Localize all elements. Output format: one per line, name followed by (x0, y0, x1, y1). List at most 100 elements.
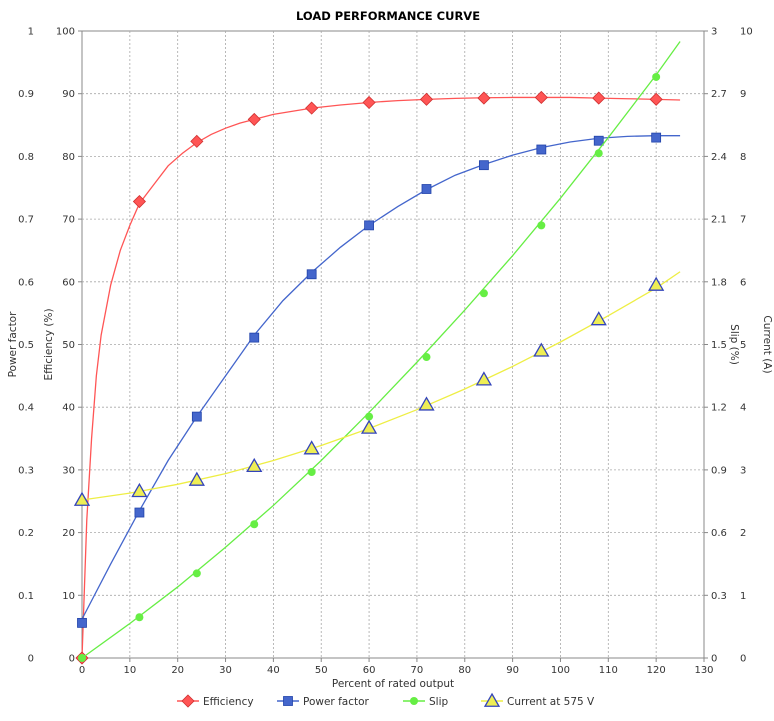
data-point-efficiency (190, 134, 204, 148)
y-tick-label-current-a: 0 (740, 654, 746, 665)
y-tick-label-slip: 1.5 (711, 340, 727, 351)
y-tick-label-power-factor: 0.6 (18, 277, 34, 288)
y-tick-label-slip: 2.1 (711, 215, 727, 226)
legend-item-current-at-575-v: Current at 575 V (481, 692, 595, 708)
data-point-power-factor (364, 220, 374, 231)
y-tick-label-slip: 0.3 (711, 591, 727, 602)
x-tick-label: 100 (551, 665, 570, 676)
x-tick-label: 0 (79, 665, 85, 676)
y-tick-label-current-a: 6 (740, 277, 746, 288)
y-tick-label-efficiency: 100 (56, 27, 75, 38)
y-tick-label-efficiency: 60 (62, 277, 75, 288)
y-tick-label-power-factor: 0.4 (18, 403, 34, 414)
data-point-slip (307, 467, 316, 476)
data-point-power-factor (536, 144, 547, 155)
legend-label: Power factor (303, 696, 370, 708)
y-tick-label-current-a: 4 (740, 403, 746, 414)
x-tick-label: 40 (267, 665, 280, 676)
series-efficiency (75, 90, 681, 665)
x-tick-label: 20 (171, 665, 184, 676)
x-tick-label: 110 (599, 665, 618, 676)
series-current-at-575-v (73, 271, 681, 506)
data-point-power-factor (249, 332, 260, 343)
data-point-slip (365, 412, 374, 421)
data-point-efficiency (534, 90, 548, 105)
y-tick-label-efficiency: 0 (69, 654, 75, 665)
y-tick-label-power-factor: 0.9 (18, 89, 34, 100)
legend-label: Slip (429, 696, 448, 708)
x-tick-label: 120 (647, 665, 666, 676)
data-point-current-at-575-v (360, 419, 378, 434)
y-tick-label-efficiency: 30 (62, 465, 75, 476)
data-point-power-factor (479, 160, 489, 171)
y-tick-label-efficiency: 70 (62, 215, 75, 226)
data-point-slip (135, 613, 144, 622)
data-point-current-at-575-v (590, 311, 607, 326)
x-tick-label: 80 (458, 665, 471, 676)
x-tick-label: 70 (411, 665, 424, 676)
y-tick-label-power-factor: 0.3 (18, 465, 34, 476)
y-tick-label-power-factor: 0.5 (18, 340, 34, 351)
data-point-slip (78, 654, 86, 662)
data-point-current-at-575-v (246, 457, 263, 473)
y-axis-title-power-factor: Power factor (7, 311, 19, 378)
legend-item-efficiency: Efficiency (177, 694, 254, 708)
data-point-efficiency (305, 101, 319, 115)
plot-area (81, 30, 705, 659)
series-layer (73, 41, 681, 665)
data-point-efficiency (181, 694, 195, 708)
y-tick-label-efficiency: 50 (62, 340, 75, 351)
data-point-slip (537, 221, 546, 230)
series-power-factor (77, 132, 681, 628)
data-point-efficiency (419, 92, 434, 106)
y-tick-label-slip: 2.4 (711, 152, 727, 163)
data-point-efficiency (477, 91, 491, 105)
y-tick-label-slip: 2.7 (711, 89, 727, 100)
data-point-current-at-575-v (648, 276, 665, 291)
y-tick-label-slip: 3 (711, 27, 717, 38)
y-tick-label-current-a: 2 (740, 528, 746, 539)
legend-item-power-factor: Power factor (277, 696, 370, 708)
legend-label: Efficiency (203, 696, 254, 708)
y-axis-title-slip: Slip (%) (728, 324, 740, 365)
data-point-power-factor (421, 184, 432, 194)
series-line-slip (81, 41, 681, 659)
y-tick-label-slip: 0.9 (711, 465, 727, 476)
data-point-current-at-575-v (483, 692, 501, 707)
chart-title: LOAD PERFORMANCE CURVE (296, 9, 480, 23)
x-axis-title: Percent of rated output (332, 678, 454, 690)
y-tick-label-slip: 1.8 (711, 277, 727, 288)
y-tick-label-current-a: 3 (740, 465, 746, 476)
data-point-current-at-575-v (475, 371, 493, 386)
x-tick-label: 60 (363, 665, 376, 676)
data-point-efficiency (592, 91, 606, 105)
data-point-power-factor (651, 132, 662, 143)
data-point-current-at-575-v (131, 482, 148, 498)
data-point-slip (652, 72, 661, 81)
legend-label: Current at 575 V (507, 696, 595, 708)
series-slip (78, 41, 681, 662)
data-point-current-at-575-v (418, 396, 435, 411)
data-point-current-at-575-v (73, 491, 91, 506)
y-tick-label-slip: 1.2 (711, 403, 727, 414)
y-tick-label-power-factor: 0.8 (18, 152, 34, 163)
data-point-slip (594, 149, 603, 158)
data-point-current-at-575-v (533, 342, 550, 357)
y-tick-label-current-a: 1 (740, 591, 746, 602)
y-tick-label-efficiency: 80 (62, 152, 75, 163)
data-point-efficiency (247, 112, 261, 126)
data-point-efficiency (649, 92, 663, 106)
y-tick-label-current-a: 7 (740, 215, 746, 226)
x-tick-label: 10 (123, 665, 136, 676)
y-tick-label-slip: 0.6 (711, 528, 727, 539)
data-point-slip (250, 520, 259, 529)
series-line-power-factor (81, 135, 681, 620)
data-point-efficiency (132, 194, 146, 209)
y-tick-label-power-factor: 0.2 (18, 528, 34, 539)
y-axis-title-current-a: Current (A) (761, 315, 773, 373)
y-tick-label-efficiency: 20 (62, 528, 75, 539)
y-tick-label-efficiency: 40 (62, 403, 75, 414)
